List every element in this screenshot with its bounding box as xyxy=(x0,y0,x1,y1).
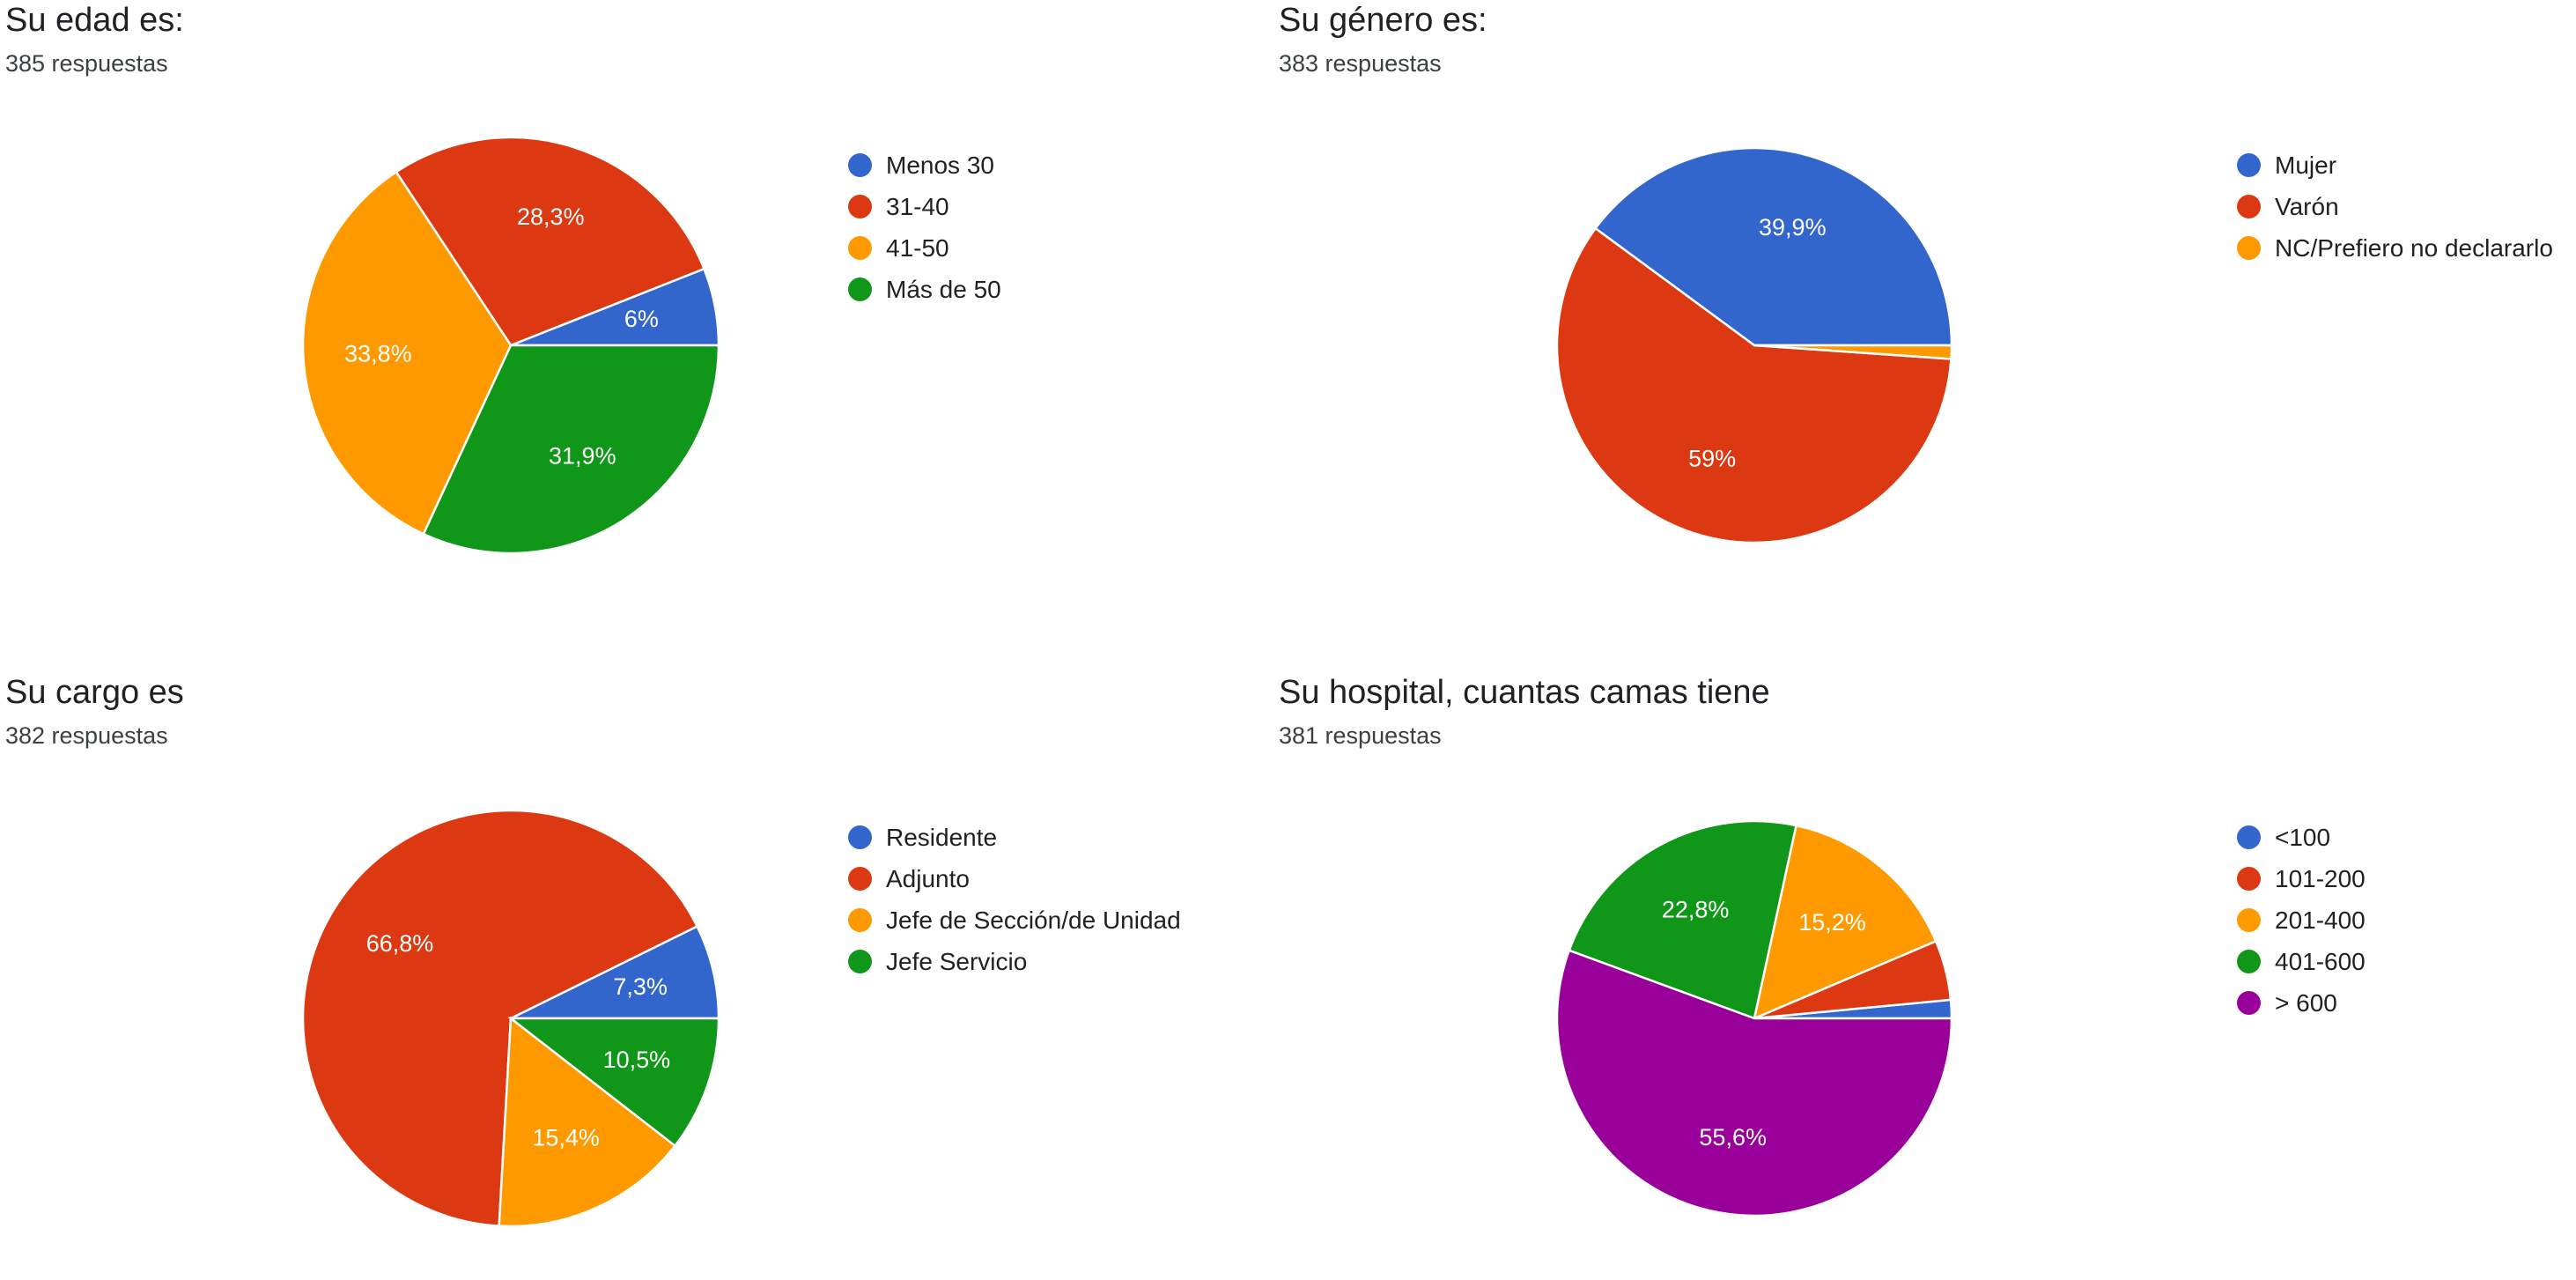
chart-panel-position: 7,3% 66,8% 15,4% 10,5% Su cargo es 382 resp… xyxy=(0,672,1268,1280)
legend-item[interactable]: Adjunto xyxy=(848,858,1181,899)
chart-title: Su género es: xyxy=(1279,2,1487,39)
legend-swatch-icon xyxy=(848,950,872,973)
pie-slice-3[interactable] xyxy=(422,344,720,555)
slice-data-label: 55,6% xyxy=(1699,1124,1767,1151)
legend-label: 401-600 xyxy=(2275,947,2366,975)
slice-data-label: 59% xyxy=(1688,446,1736,472)
chart-title: Su hospital, cuantas camas tiene xyxy=(1279,674,1770,711)
chart-legend: Mujer Varón NC/Prefiero no declararlo xyxy=(2237,144,2553,269)
response-count: 382 respuestas xyxy=(5,722,168,749)
legend-label: Mujer xyxy=(2275,151,2337,179)
slice-data-label: 66,8% xyxy=(366,930,434,957)
slice-data-label: 15,4% xyxy=(532,1125,600,1151)
legend-label: Jefe de Sección/de Unidad xyxy=(886,906,1181,934)
slice-data-label: 39,9% xyxy=(1759,214,1827,240)
slice-data-label: 15,2% xyxy=(1798,909,1866,936)
legend-swatch-icon xyxy=(2237,195,2261,218)
chart-panel-hospital-beds: 15,2% 22,8% 55,6% Su hospital, cuantas cam… xyxy=(1273,672,2542,1280)
legend-label: NC/Prefiero no declararlo xyxy=(2275,233,2553,262)
legend-swatch-icon xyxy=(2237,991,2261,1015)
slice-data-label: 31,9% xyxy=(549,442,616,469)
legend-swatch-icon xyxy=(2237,153,2261,177)
chart-title: Su edad es: xyxy=(5,2,184,39)
legend-swatch-icon xyxy=(848,153,872,177)
slice-data-label: 22,8% xyxy=(1662,896,1730,922)
legend-label: Adjunto xyxy=(886,864,970,892)
pie-slice-3[interactable] xyxy=(1568,819,1797,1020)
chart-legend: Menos 30 31-40 41-50 Más de 50 xyxy=(848,144,1001,310)
legend-label: Jefe Servicio xyxy=(886,947,1028,975)
legend-item[interactable]: 31-40 xyxy=(848,186,1001,227)
legend-item[interactable]: 401-600 xyxy=(2237,941,2366,982)
legend-item[interactable]: Jefe de Sección/de Unidad xyxy=(848,899,1181,941)
chart-panel-gender: 39,9% 59% Su género es: 383 respuestas Mu… xyxy=(1273,0,2553,608)
pie-slice-2[interactable] xyxy=(1753,344,1953,360)
pie-chart-age: 6% 28,3% 33,8% 31,9% xyxy=(301,136,720,555)
legend-swatch-icon xyxy=(2237,950,2261,973)
pie-chart-hospital-beds: 15,2% 22,8% 55,6% xyxy=(1555,819,1953,1217)
legend-item[interactable]: Menos 30 xyxy=(848,144,1001,186)
legend-item[interactable]: Más de 50 xyxy=(848,269,1001,310)
legend-item[interactable]: Jefe Servicio xyxy=(848,941,1181,982)
legend-label: 101-200 xyxy=(2275,864,2366,892)
legend-swatch-icon xyxy=(2237,867,2261,891)
legend-swatch-icon xyxy=(848,867,872,891)
legend-label: 31-40 xyxy=(886,192,949,220)
chart-legend: Residente Adjunto Jefe de Sección/de Unida… xyxy=(848,817,1181,982)
pie-slice-2[interactable] xyxy=(301,170,513,536)
legend-item[interactable]: 201-400 xyxy=(2237,899,2366,941)
pie-slice-1[interactable] xyxy=(1555,226,1952,544)
pie-slice-2[interactable] xyxy=(1753,824,1938,1021)
slice-data-label: 6% xyxy=(624,306,659,332)
legend-label: Residente xyxy=(886,823,998,851)
legend-label: 41-50 xyxy=(886,233,949,262)
response-count: 381 respuestas xyxy=(1279,722,1442,749)
legend-item[interactable]: 101-200 xyxy=(2237,858,2366,899)
legend-item[interactable]: 41-50 xyxy=(848,227,1001,269)
slice-data-label: 33,8% xyxy=(344,341,412,367)
pie-slice-4[interactable] xyxy=(1555,949,1953,1217)
legend-swatch-icon xyxy=(848,277,872,301)
legend-item[interactable]: Residente xyxy=(848,817,1181,858)
legend-swatch-icon xyxy=(848,195,872,218)
pie-slice-0[interactable] xyxy=(1593,146,1953,347)
legend-label: Menos 30 xyxy=(886,151,994,179)
pie-slice-0[interactable] xyxy=(510,924,720,1020)
legend-swatch-icon xyxy=(2237,825,2261,849)
legend-label: Varón xyxy=(2275,192,2339,220)
slice-data-label: 28,3% xyxy=(517,203,585,230)
legend-label: Más de 50 xyxy=(886,275,1001,303)
legend-item[interactable]: NC/Prefiero no declararlo xyxy=(2237,227,2553,269)
legend-label: > 600 xyxy=(2275,988,2337,1017)
legend-swatch-icon xyxy=(848,908,872,932)
chart-legend: <100 101-200 201-400 401-600 > 600 xyxy=(2237,817,2366,1024)
slice-data-label: 7,3% xyxy=(613,973,668,1000)
pie-slice-1[interactable] xyxy=(395,136,706,347)
legend-label: <100 xyxy=(2275,823,2331,851)
legend-swatch-icon xyxy=(848,825,872,849)
legend-item[interactable]: Varón xyxy=(2237,186,2553,227)
response-count: 385 respuestas xyxy=(5,50,168,77)
response-count: 383 respuestas xyxy=(1279,50,1442,77)
chart-title: Su cargo es xyxy=(5,674,184,711)
pie-slice-3[interactable] xyxy=(507,1017,720,1148)
legend-label: 201-400 xyxy=(2275,906,2366,934)
legend-swatch-icon xyxy=(2237,236,2261,260)
pie-slice-1[interactable] xyxy=(301,809,699,1227)
slice-data-label: 10,5% xyxy=(603,1047,671,1073)
chart-panel-age: 6% 28,3% 33,8% 31,9% Su edad es: 385 respue… xyxy=(0,0,1268,608)
legend-item[interactable]: <100 xyxy=(2237,817,2366,858)
legend-swatch-icon xyxy=(2237,908,2261,932)
legend-item[interactable]: Mujer xyxy=(2237,144,2553,186)
pie-chart-gender: 39,9% 59% xyxy=(1555,146,1953,544)
legend-item[interactable]: > 600 xyxy=(2237,982,2366,1024)
legend-swatch-icon xyxy=(848,236,872,260)
